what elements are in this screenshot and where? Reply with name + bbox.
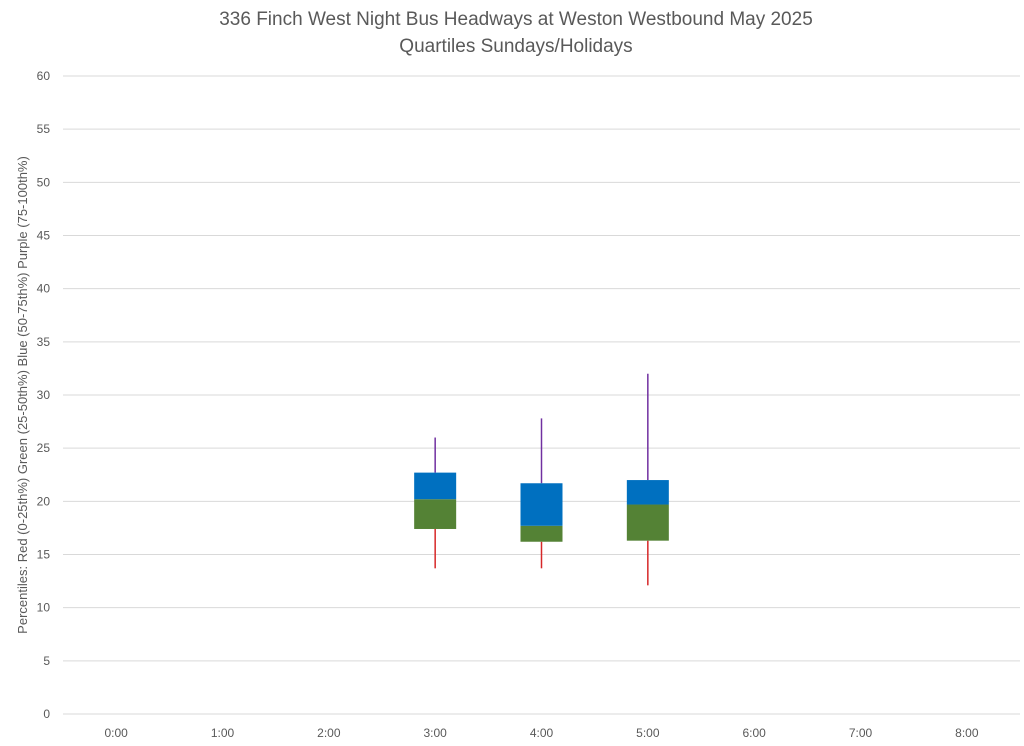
box-upper-half [626, 480, 669, 505]
x-tick-label: 0:00 [104, 726, 128, 740]
x-tick-label: 8:00 [955, 726, 979, 740]
y-tick-label: 40 [37, 282, 51, 296]
y-tick-label: 0 [43, 707, 50, 721]
y-tick-label: 10 [37, 601, 51, 615]
gridlines [63, 75, 1020, 715]
y-tick-label: 15 [37, 548, 51, 562]
y-tick-label: 45 [37, 229, 51, 243]
box-upper-half [414, 472, 457, 500]
x-tick-label: 1:00 [211, 726, 235, 740]
x-axis-ticks: 0:00 1:00 2:00 3:00 4:00 5:00 6:00 7:00 8:00 [104, 726, 978, 740]
y-tick-label: 30 [37, 388, 51, 402]
x-tick-label: 4:00 [530, 726, 554, 740]
x-tick-label: 7:00 [849, 726, 873, 740]
y-axis-ticks: 0 5 10 15 20 25 30 35 40 45 50 55 60 [37, 69, 51, 721]
box-4:00 [520, 418, 563, 569]
box-lower-half [626, 504, 669, 541]
y-tick-label: 20 [37, 494, 51, 508]
x-tick-label: 5:00 [636, 726, 660, 740]
box-3:00 [414, 437, 457, 569]
y-axis-label: Percentiles: Red (0-25th%) Green (25-50t… [15, 156, 30, 634]
y-tick-label: 50 [37, 175, 51, 189]
box-series [414, 373, 669, 586]
chart-title: 336 Finch West Night Bus Headways at Wes… [219, 9, 813, 30]
y-tick-label: 25 [37, 441, 51, 455]
y-tick-label: 55 [37, 122, 51, 136]
x-tick-label: 2:00 [317, 726, 341, 740]
chart-subtitle: Quartiles Sundays/Holidays [399, 36, 632, 57]
box-upper-half [520, 483, 563, 526]
box-lower-half [520, 525, 563, 542]
y-tick-label: 5 [43, 654, 50, 668]
y-tick-label: 60 [37, 69, 51, 83]
x-tick-label: 6:00 [742, 726, 766, 740]
box-5:00 [626, 373, 669, 586]
y-tick-label: 35 [37, 335, 51, 349]
x-tick-label: 3:00 [423, 726, 447, 740]
box-lower-half [414, 499, 457, 529]
